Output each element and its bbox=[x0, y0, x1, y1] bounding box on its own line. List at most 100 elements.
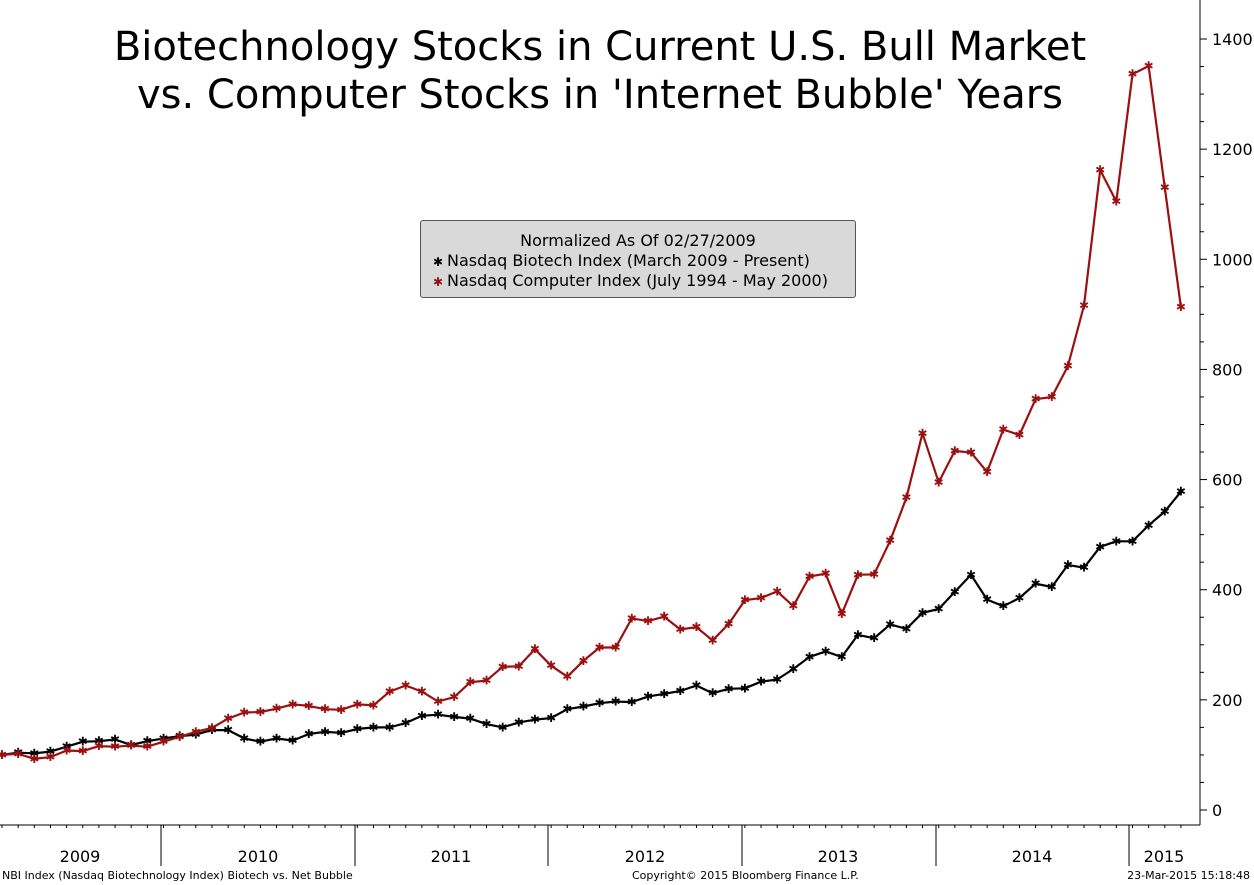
x-tick-label-2009: 2009 bbox=[60, 847, 101, 866]
data-point-1-25: ✱ bbox=[401, 679, 411, 693]
series-line-1 bbox=[1, 64, 1182, 760]
x-tick-label-2015: 2015 bbox=[1144, 847, 1185, 866]
data-point-1-44: ✱ bbox=[708, 633, 718, 647]
data-point-0-61: ✱ bbox=[982, 593, 992, 607]
y-tick-label-1200: 1200 bbox=[1212, 140, 1253, 159]
data-point-1-65: ✱ bbox=[1047, 390, 1057, 404]
data-point-1-21: ✱ bbox=[336, 703, 346, 717]
data-point-0-42: ✱ bbox=[675, 684, 685, 698]
data-point-1-58: ✱ bbox=[934, 475, 944, 489]
data-point-1-2: ✱ bbox=[29, 752, 39, 766]
data-point-1-46: ✱ bbox=[740, 593, 750, 607]
data-point-0-68: ✱ bbox=[1095, 540, 1105, 554]
data-point-0-66: ✱ bbox=[1063, 558, 1073, 572]
data-point-0-10: ✱ bbox=[158, 731, 168, 745]
data-point-0-54: ✱ bbox=[869, 631, 879, 645]
data-point-0-9: ✱ bbox=[142, 734, 152, 748]
data-point-1-10: ✱ bbox=[158, 735, 168, 749]
data-point-0-64: ✱ bbox=[1031, 577, 1041, 591]
data-point-0-62: ✱ bbox=[998, 599, 1008, 613]
data-point-0-16: ✱ bbox=[255, 735, 265, 749]
data-point-0-41: ✱ bbox=[659, 687, 669, 701]
data-point-0-28: ✱ bbox=[449, 710, 459, 724]
data-point-1-54: ✱ bbox=[869, 567, 879, 581]
data-point-1-29: ✱ bbox=[465, 675, 475, 689]
data-point-0-12: ✱ bbox=[191, 728, 201, 742]
legend: Normalized As Of 02/27/2009 ✱ Nasdaq Biot… bbox=[420, 220, 856, 298]
data-point-1-71: ✱ bbox=[1144, 59, 1154, 73]
data-point-0-40: ✱ bbox=[643, 690, 653, 704]
x-tick-label-2013: 2013 bbox=[818, 847, 859, 866]
data-point-1-31: ✱ bbox=[498, 660, 508, 674]
data-point-1-43: ✱ bbox=[691, 620, 701, 634]
y-tick-label-600: 600 bbox=[1212, 471, 1243, 490]
legend-item-biotech: ✱ Nasdaq Biotech Index (March 2009 - Pres… bbox=[433, 251, 810, 270]
y-tick-label-0: 0 bbox=[1212, 801, 1222, 820]
y-tick-label-1400: 1400 bbox=[1212, 30, 1253, 49]
legend-label-biotech: Nasdaq Biotech Index (March 2009 - Prese… bbox=[447, 251, 810, 270]
data-point-0-39: ✱ bbox=[627, 695, 637, 709]
data-point-0-24: ✱ bbox=[385, 720, 395, 734]
data-point-1-6: ✱ bbox=[94, 739, 104, 753]
data-point-0-27: ✱ bbox=[433, 708, 443, 722]
data-point-1-36: ✱ bbox=[578, 654, 588, 668]
data-point-0-65: ✱ bbox=[1047, 580, 1057, 594]
data-point-1-30: ✱ bbox=[481, 674, 491, 688]
data-point-1-0: ✱ bbox=[0, 748, 7, 762]
data-point-0-20: ✱ bbox=[320, 725, 330, 739]
data-point-0-37: ✱ bbox=[594, 696, 604, 710]
chart-subtitle: vs. Computer Stocks in 'Internet Bubble'… bbox=[136, 72, 1063, 118]
y-tick-label-800: 800 bbox=[1212, 360, 1243, 379]
data-point-1-47: ✱ bbox=[756, 591, 766, 605]
data-point-0-70: ✱ bbox=[1127, 534, 1137, 548]
data-point-0-71: ✱ bbox=[1144, 518, 1154, 532]
data-point-1-38: ✱ bbox=[611, 641, 621, 655]
data-point-0-57: ✱ bbox=[917, 606, 927, 620]
data-point-1-17: ✱ bbox=[271, 702, 281, 716]
data-point-1-53: ✱ bbox=[853, 568, 863, 582]
data-point-0-22: ✱ bbox=[352, 722, 362, 736]
data-point-1-32: ✱ bbox=[514, 659, 524, 673]
data-point-0-43: ✱ bbox=[691, 679, 701, 693]
data-point-0-2: ✱ bbox=[29, 746, 39, 760]
data-point-1-27: ✱ bbox=[433, 695, 443, 709]
data-point-1-60: ✱ bbox=[966, 446, 976, 460]
data-point-1-56: ✱ bbox=[901, 491, 911, 505]
data-point-1-63: ✱ bbox=[1014, 428, 1024, 442]
data-point-1-4: ✱ bbox=[62, 744, 72, 758]
data-point-0-4: ✱ bbox=[62, 740, 72, 754]
data-point-1-18: ✱ bbox=[288, 697, 298, 711]
data-point-1-59: ✱ bbox=[950, 444, 960, 458]
footer-timestamp: 23-Mar-2015 15:18:48 bbox=[1127, 869, 1250, 882]
data-point-1-39: ✱ bbox=[627, 611, 637, 625]
data-point-1-41: ✱ bbox=[659, 610, 669, 624]
data-point-0-23: ✱ bbox=[368, 720, 378, 734]
data-point-1-52: ✱ bbox=[837, 607, 847, 621]
data-point-0-7: ✱ bbox=[110, 733, 120, 747]
data-point-1-64: ✱ bbox=[1031, 392, 1041, 406]
data-point-1-1: ✱ bbox=[13, 747, 23, 761]
data-point-1-3: ✱ bbox=[45, 750, 55, 764]
data-point-1-19: ✱ bbox=[304, 699, 314, 713]
data-point-0-15: ✱ bbox=[239, 731, 249, 745]
data-point-1-5: ✱ bbox=[78, 744, 88, 758]
legend-item-computer: ✱ Nasdaq Computer Index (July 1994 - May … bbox=[433, 271, 828, 290]
data-point-0-52: ✱ bbox=[837, 650, 847, 664]
x-tick-label-2011: 2011 bbox=[431, 847, 472, 866]
plot-lines: ✱ ✱ ✱ ✱ ✱ ✱ ✱ ✱ ✱ ✱ ✱ ✱ ✱ ✱ ✱✱ ✱ ✱ ✱ ✱ ✱ ✱ ✱ ✱ ✱ ✱✱ ✱ ✱ ✱ ✱ ✱ ✱ ✱ ✱✱ ✱ ✱ ✱ ✱… bbox=[0, 59, 1186, 766]
data-point-1-15: ✱ bbox=[239, 706, 249, 720]
data-point-1-45: ✱ bbox=[724, 617, 734, 631]
data-point-0-44: ✱ bbox=[708, 686, 718, 700]
data-point-1-61: ✱ bbox=[982, 465, 992, 479]
data-point-1-49: ✱ bbox=[788, 599, 798, 613]
data-point-1-11: ✱ bbox=[175, 730, 185, 744]
data-point-1-50: ✱ bbox=[804, 570, 814, 584]
data-point-0-56: ✱ bbox=[901, 622, 911, 636]
data-point-1-13: ✱ bbox=[207, 721, 217, 735]
data-point-1-34: ✱ bbox=[546, 659, 556, 673]
legend-marker-computer: ✱ bbox=[433, 275, 444, 289]
x-tick-label-2014: 2014 bbox=[1012, 847, 1053, 866]
data-point-1-72: ✱ bbox=[1160, 181, 1170, 195]
data-point-0-26: ✱ bbox=[417, 709, 427, 723]
